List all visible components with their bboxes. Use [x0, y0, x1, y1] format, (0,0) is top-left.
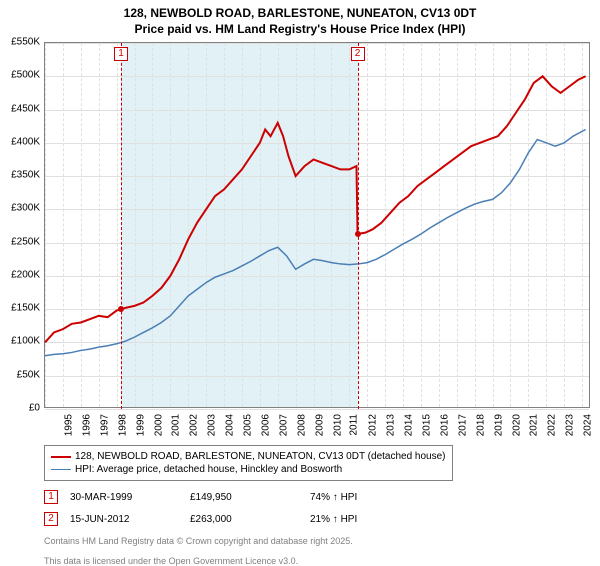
y-axis-label: £450K — [2, 103, 40, 114]
y-axis-label: £550K — [2, 37, 40, 48]
y-axis-label: £500K — [2, 70, 40, 81]
legend-label: 128, NEWBOLD ROAD, BARLESTONE, NUNEATON,… — [75, 451, 446, 462]
sale-marker-1: 1 — [44, 490, 58, 504]
x-axis-label: 2011 — [349, 414, 360, 436]
x-axis-label: 2004 — [224, 414, 235, 436]
x-axis-label: 2010 — [332, 414, 343, 436]
footer-line1: Contains HM Land Registry data © Crown c… — [44, 536, 353, 546]
x-axis-label: 2001 — [171, 414, 182, 436]
chart-plot-area: 12 — [44, 42, 590, 408]
y-gridline — [45, 409, 589, 410]
legend-row: HPI: Average price, detached house, Hinc… — [51, 463, 446, 476]
x-axis-label: 2008 — [296, 414, 307, 436]
x-axis-label: 2015 — [421, 414, 432, 436]
y-axis-label: £400K — [2, 136, 40, 147]
legend-swatch — [51, 469, 71, 470]
x-axis-label: 2022 — [547, 414, 558, 436]
chart-title-line2: Price paid vs. HM Land Registry's House … — [0, 22, 600, 42]
x-axis-label: 2020 — [511, 414, 522, 436]
y-axis-label: £100K — [2, 336, 40, 347]
sale-price: £263,000 — [190, 514, 310, 525]
x-axis-label: 2012 — [368, 414, 379, 436]
footer-line2: This data is licensed under the Open Gov… — [44, 556, 353, 566]
y-axis-label: £300K — [2, 203, 40, 214]
x-axis-label: 1996 — [81, 414, 92, 436]
x-axis-label: 2021 — [529, 414, 540, 436]
marker-box-1: 1 — [114, 47, 128, 61]
legend-swatch — [51, 456, 71, 458]
x-axis-label: 2016 — [439, 414, 450, 436]
sale-delta: 74% ↑ HPI — [310, 492, 430, 503]
legend-box: 128, NEWBOLD ROAD, BARLESTONE, NUNEATON,… — [44, 445, 453, 481]
x-axis-label: 2009 — [314, 414, 325, 436]
x-axis-label: 2007 — [278, 414, 289, 436]
legend-label: HPI: Average price, detached house, Hinc… — [75, 464, 342, 475]
y-axis-label: £0 — [2, 403, 40, 414]
x-axis-label: 2018 — [475, 414, 486, 436]
sale-date: 15-JUN-2012 — [70, 514, 190, 525]
y-axis-label: £350K — [2, 170, 40, 181]
x-axis-label: 1999 — [135, 414, 146, 436]
sale-row-1: 1 30-MAR-1999£149,95074% ↑ HPI — [44, 490, 430, 504]
x-axis-label: 2013 — [385, 414, 396, 436]
marker-dot-1 — [118, 306, 124, 312]
series-price_paid — [45, 76, 586, 342]
y-axis-label: £50K — [2, 369, 40, 380]
sale-marker-2: 2 — [44, 512, 58, 526]
sale-row-2: 2 15-JUN-2012£263,00021% ↑ HPI — [44, 512, 430, 526]
x-axis-label: 2000 — [153, 414, 164, 436]
x-axis-label: 2003 — [206, 414, 217, 436]
sale-delta: 21% ↑ HPI — [310, 514, 430, 525]
y-axis-label: £250K — [2, 236, 40, 247]
chart-title-line1: 128, NEWBOLD ROAD, BARLESTONE, NUNEATON,… — [0, 0, 600, 22]
x-axis-label: 2017 — [457, 414, 468, 436]
sale-date: 30-MAR-1999 — [70, 492, 190, 503]
sale-price: £149,950 — [190, 492, 310, 503]
x-axis-label: 1998 — [117, 414, 128, 436]
x-axis-label: 2002 — [189, 414, 200, 436]
x-axis-label: 1997 — [99, 414, 110, 436]
marker-line-1 — [121, 43, 122, 409]
x-axis-label: 1995 — [63, 414, 74, 436]
marker-box-2: 2 — [351, 47, 365, 61]
legend-row: 128, NEWBOLD ROAD, BARLESTONE, NUNEATON,… — [51, 450, 446, 463]
marker-line-2 — [358, 43, 359, 409]
y-axis-label: £200K — [2, 269, 40, 280]
series-svg — [45, 43, 591, 409]
x-axis-label: 2023 — [564, 414, 575, 436]
marker-dot-2 — [355, 231, 361, 237]
series-hpi — [45, 130, 586, 356]
y-axis-label: £150K — [2, 303, 40, 314]
x-axis-label: 2014 — [403, 414, 414, 436]
footer-attribution: Contains HM Land Registry data © Crown c… — [44, 536, 353, 556]
x-axis-label: 2006 — [260, 414, 271, 436]
x-axis-label: 2019 — [493, 414, 504, 436]
x-axis-label: 2024 — [582, 414, 593, 436]
x-axis-label: 2005 — [242, 414, 253, 436]
